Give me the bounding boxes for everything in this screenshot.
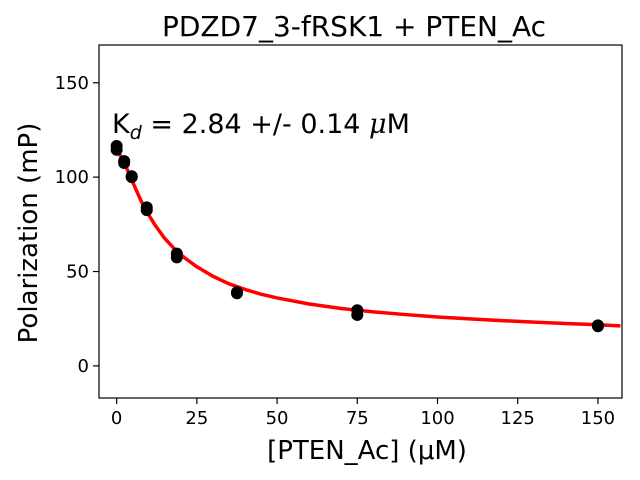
- chart-title: PDZD7_3-fRSK1 + PTEN_Ac: [162, 10, 546, 43]
- y-tick-label-0: 0: [78, 356, 89, 377]
- y-tick-label-3: 150: [55, 73, 89, 94]
- x-tick-label-0: 0: [111, 408, 122, 429]
- kd-subscript: d: [130, 122, 143, 144]
- data-point-0-9: [170, 247, 183, 260]
- x-tick-label-5: 125: [501, 408, 535, 429]
- data-point-0-15: [591, 319, 604, 332]
- data-point-0-7: [140, 201, 153, 214]
- plot-area: 0 25 50 75 100 125 150 0 50 100 150: [55, 44, 623, 429]
- kd-mu: μ: [369, 109, 387, 140]
- kd-value: = 2.84 +/- 0.14: [142, 109, 369, 140]
- fit-curve: [115, 147, 621, 328]
- data-point-0-3: [118, 155, 131, 168]
- x-axis-label: [PTEN_Ac] (μM): [267, 436, 467, 466]
- kd-unit: M: [387, 109, 410, 140]
- data-point-0-13: [351, 304, 364, 317]
- x-tick-label-2: 50: [266, 408, 289, 429]
- y-tick-label-2: 100: [55, 167, 89, 188]
- data-point-0-1: [110, 139, 123, 152]
- kd-annotation: Kd = 2.84 +/- 0.14 μM: [112, 109, 410, 144]
- x-tick-label-1: 25: [185, 408, 208, 429]
- data-point-0-11: [230, 286, 243, 299]
- y-axis-label: Polarization (mP): [14, 123, 44, 344]
- data-point-0-5: [125, 171, 138, 184]
- x-tick-label-3: 75: [346, 408, 369, 429]
- kd-prefix: K: [112, 109, 131, 140]
- y-tick-label-1: 50: [66, 262, 89, 283]
- x-tick-label-6: 150: [581, 408, 615, 429]
- x-tick-label-4: 100: [420, 408, 454, 429]
- plot-frame: [98, 44, 623, 399]
